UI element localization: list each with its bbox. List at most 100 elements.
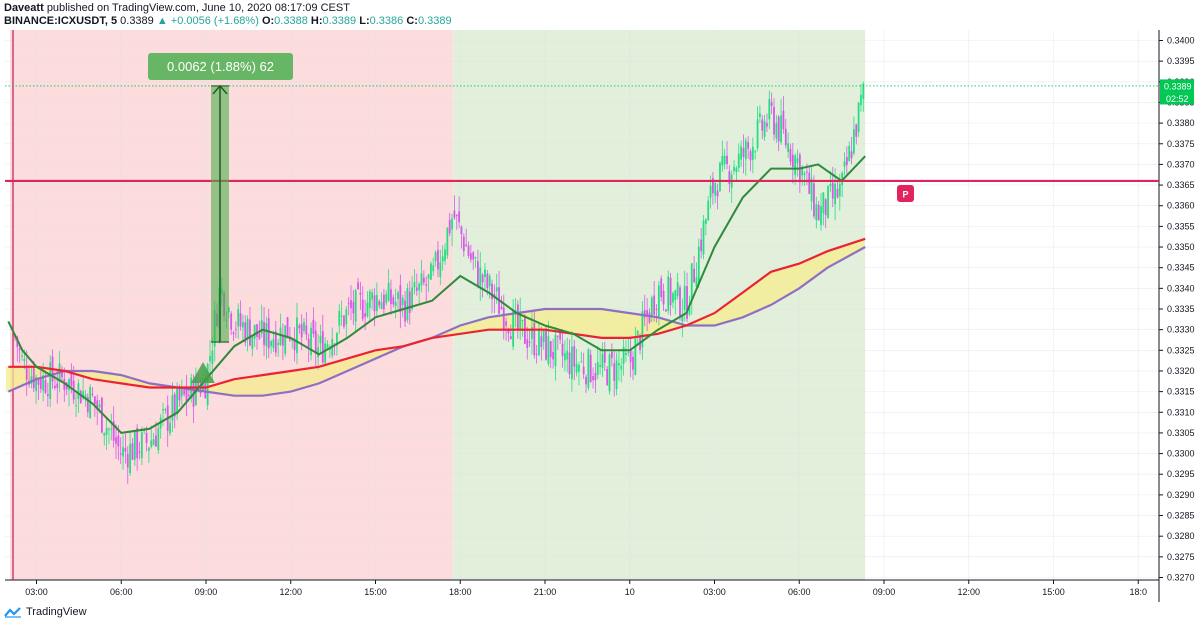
symbol-name[interactable]: BINANCE:ICXUSDT, 5 (4, 15, 118, 27)
close-value: 0.3389 (417, 15, 452, 27)
candle-body (479, 267, 482, 287)
candle-body (768, 99, 771, 120)
y-tick-label: 0.3330 (1167, 325, 1195, 335)
candle-body (568, 352, 571, 375)
candle-body (206, 364, 209, 406)
x-tick-label: 12:00 (279, 587, 302, 597)
candle-body (472, 252, 475, 260)
y-tick-label: 0.3285 (1167, 511, 1195, 521)
candle-body (531, 327, 533, 339)
candle-body (93, 396, 96, 405)
candle-body (528, 341, 531, 343)
candle-body (352, 301, 355, 314)
candle-body (246, 318, 249, 340)
y-tick-label: 0.3340 (1167, 283, 1195, 293)
y-tick-label: 0.3335 (1167, 304, 1195, 314)
candle-body (368, 291, 371, 308)
candle-body (672, 293, 674, 303)
candle-body (681, 314, 684, 322)
candle-body (704, 219, 707, 225)
candle-body (662, 290, 665, 305)
grid (5, 30, 1159, 580)
candle-body (716, 190, 719, 197)
candle-body (507, 330, 510, 334)
candle-body (425, 284, 428, 286)
candle-body (115, 437, 117, 444)
x-tick-label: 15:00 (364, 587, 387, 597)
measure-label-box (148, 53, 293, 80)
y-tick-label: 0.3305 (1167, 428, 1195, 438)
candle-body (766, 122, 768, 127)
candle-body (249, 319, 251, 346)
candle-body (829, 183, 832, 187)
y-tick-label: 0.3280 (1167, 531, 1195, 541)
candle-body (603, 349, 606, 363)
candle-body (810, 178, 813, 202)
author-name[interactable]: Daveatt (4, 2, 44, 14)
candle-body (286, 317, 289, 339)
candle-body (770, 102, 773, 106)
candle-body (857, 102, 860, 133)
candle-body (164, 409, 167, 411)
candle-body (345, 309, 348, 325)
candle-body (300, 324, 303, 338)
candle-body (86, 396, 89, 413)
candle-body (775, 123, 778, 139)
candle-body (688, 306, 691, 315)
y-tick-label: 0.3325 (1167, 345, 1195, 355)
candle-body (117, 435, 120, 447)
candle-body (253, 324, 256, 339)
candle-body (526, 339, 529, 349)
candle-body (133, 430, 136, 460)
open-label: O: (261, 15, 275, 27)
candle-body (848, 145, 851, 162)
candle-body (669, 277, 672, 306)
candle-body (613, 363, 616, 381)
candle-body (312, 319, 315, 334)
candle-body (601, 354, 604, 368)
candle-body (787, 143, 790, 153)
close-label: C: (406, 15, 418, 27)
candle-body (719, 162, 721, 192)
candle-body (326, 344, 329, 348)
y-tick-label: 0.3350 (1167, 242, 1195, 252)
candle-body (834, 183, 837, 205)
candle-body (422, 277, 425, 283)
last-price-tag-label: 0.3389 (1164, 81, 1192, 91)
candle-body (364, 313, 367, 317)
candle-body (838, 183, 841, 197)
candle-body (56, 383, 59, 388)
price-change: ▲ +0.0056 (+1.68%) (156, 15, 259, 27)
candle-body (737, 153, 740, 168)
candle-body (131, 443, 134, 460)
candle-body (578, 365, 580, 372)
candle-body (453, 210, 456, 218)
candle-body (408, 291, 411, 313)
x-tick-label: 09:00 (873, 587, 896, 597)
candle-body (796, 158, 799, 164)
candle-body (608, 354, 611, 392)
x-tick-label: 09:00 (195, 587, 218, 597)
candle-body (446, 227, 449, 256)
candle-body (204, 378, 207, 399)
candle-body (749, 151, 752, 161)
y-tick-label: 0.3355 (1167, 221, 1195, 231)
candle-body (629, 349, 632, 362)
candle-body (726, 155, 728, 165)
y-tick-label: 0.3310 (1167, 407, 1195, 417)
candle-body (310, 327, 312, 356)
candle-body (742, 147, 745, 158)
candle-body (406, 288, 409, 321)
candle-body (808, 172, 811, 194)
candle-body (411, 287, 414, 310)
candle-body (347, 303, 350, 305)
y-tick-label: 0.3300 (1167, 449, 1195, 459)
candle-body (265, 323, 268, 347)
candle-body (258, 333, 261, 339)
tradingview-footer[interactable]: TradingView (4, 606, 87, 618)
candle-body (761, 119, 764, 131)
candle-body (176, 387, 179, 415)
candle-body (806, 171, 808, 173)
p-marker-label: P (902, 189, 908, 199)
